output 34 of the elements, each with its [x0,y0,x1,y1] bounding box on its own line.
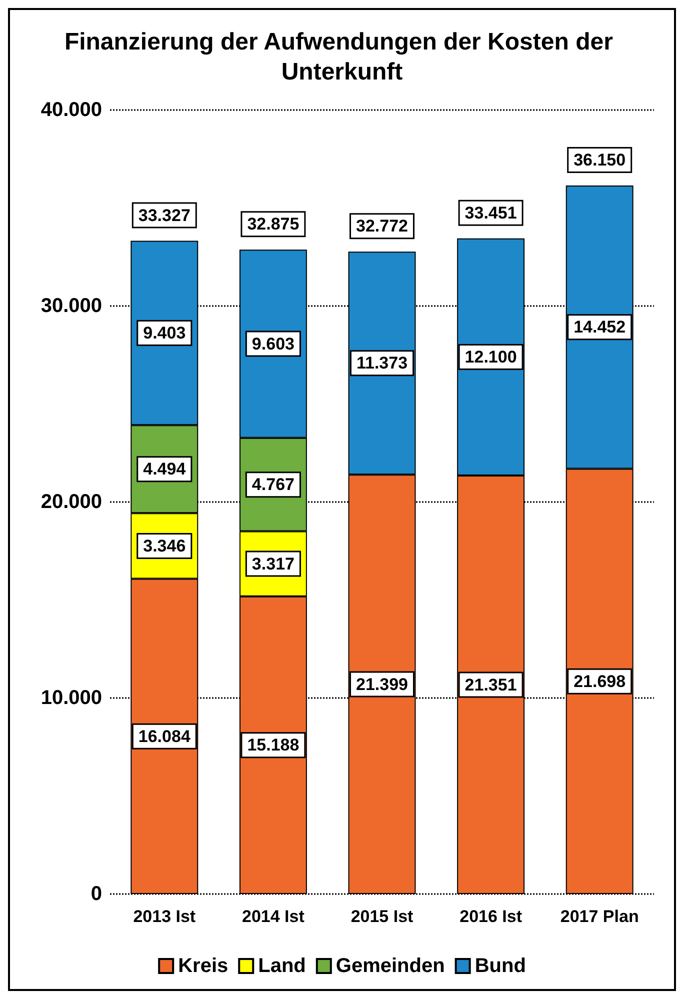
total-label: 33.451 [464,203,517,222]
y-tick-label: 20.000 [40,491,102,513]
data-label: 3.346 [143,536,186,556]
legend-label: Bund [474,955,526,977]
data-label: 4.767 [252,475,294,494]
data-label: 12.100 [464,347,517,366]
data-label: 16.084 [138,726,191,746]
legend-label: Land [258,955,306,977]
x-tick-label: 2017 Plan [560,907,639,926]
total-label: 36.150 [574,150,626,170]
data-label: 9.403 [143,323,186,342]
chart-title: Finanzierung der Aufwendungen der Kosten der Unterkunft [64,28,620,86]
data-label: 4.494 [143,460,186,479]
data-label: 11.373 [356,354,408,373]
data-label: 21.351 [464,675,517,694]
total-label: 32.875 [247,214,300,234]
data-label: 21.399 [356,674,408,694]
x-tick-label: 2013 Ist [133,907,196,926]
legend-label: Kreis [178,955,228,977]
y-tick-label: 40.000 [40,99,102,121]
x-tick-label: 2015 Ist [350,907,414,926]
legend-label: Gemeinden [336,955,445,977]
data-label: 21.698 [574,672,626,691]
data-label: 9.603 [252,334,294,354]
y-tick-label: 30.000 [40,295,102,317]
data-label: 15.188 [247,736,300,755]
y-tick-label: 0 [90,883,102,905]
data-label: 14.452 [574,318,626,337]
x-tick-label: 2014 Ist [242,907,305,926]
x-tick-label: 2016 Ist [460,907,522,926]
total-label: 33.327 [138,206,190,225]
y-tick-label: 10.000 [40,687,102,709]
total-label: 32.772 [356,216,408,236]
data-label: 3.317 [252,554,294,574]
